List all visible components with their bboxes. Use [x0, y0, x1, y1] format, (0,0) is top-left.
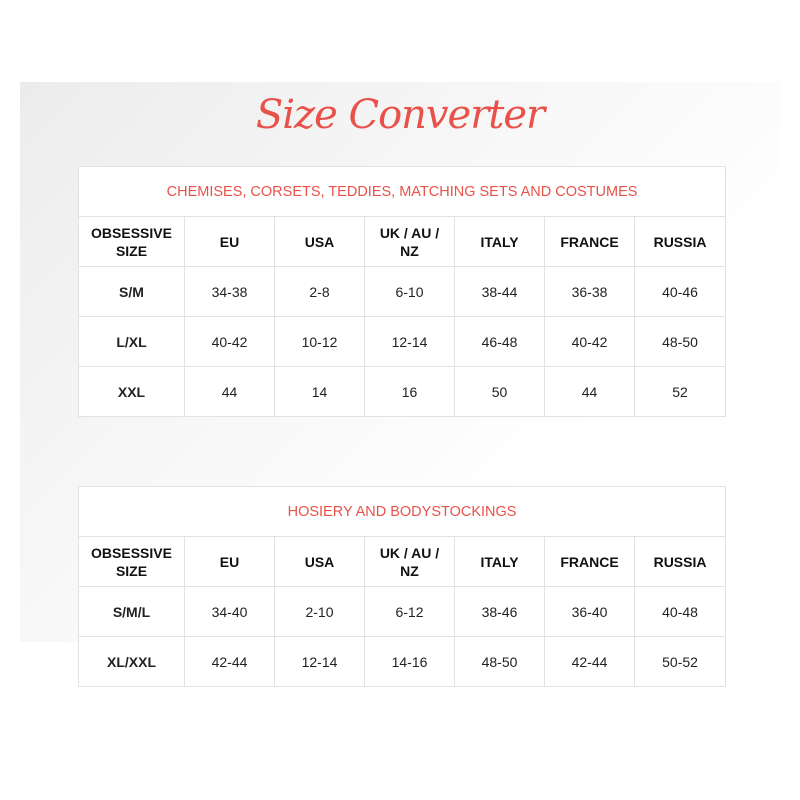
size-value-cell: 40-42 [184, 316, 275, 367]
size-value-cell: 2-8 [274, 266, 365, 317]
size-label-cell: XXL [78, 366, 185, 417]
size-value-cell: 50 [454, 366, 545, 417]
size-value-cell: 40-46 [633, 266, 727, 317]
size-value-cell: 48-50 [633, 316, 727, 367]
header-row: OBSESSIVE SIZE EU USA UK / AU / NZ ITALY FRAN… [78, 536, 727, 587]
size-value-cell: 46-48 [454, 316, 545, 367]
size-value-cell: 52 [633, 366, 727, 417]
size-value-cell: 6-10 [364, 266, 455, 317]
column-header: EU [184, 216, 275, 267]
size-value-cell: 12-14 [364, 316, 455, 367]
size-value-cell: 34-38 [184, 266, 275, 317]
page-title: Size Converter [255, 92, 545, 138]
size-label-cell: S/M [78, 266, 185, 317]
size-label-cell: L/XL [78, 316, 185, 367]
size-value-cell: 44 [184, 366, 275, 417]
size-value-cell: 36-40 [544, 586, 635, 637]
size-value-cell: 14-16 [364, 636, 455, 687]
size-value-cell: 6-12 [364, 586, 455, 637]
size-value-cell: 10-12 [274, 316, 365, 367]
size-label-cell: S/M/L [78, 586, 185, 637]
size-value-cell: 38-44 [454, 266, 545, 317]
column-header: OBSESSIVE SIZE [78, 536, 185, 587]
column-header: ITALY [454, 216, 545, 267]
size-value-cell: 42-44 [544, 636, 635, 687]
size-value-cell: 48-50 [454, 636, 545, 687]
column-header: RUSSIA [633, 536, 727, 587]
size-value-cell: 2-10 [274, 586, 365, 637]
column-header: RUSSIA [633, 216, 727, 267]
table-caption: CHEMISES, CORSETS, TEDDIES, MATCHING SET… [77, 166, 727, 217]
column-header: UK / AU / NZ [364, 216, 455, 267]
table-row: XL/XXL 42-44 12-14 14-16 48-50 42-44 50-52 [78, 636, 727, 687]
header-row: OBSESSIVE SIZE EU USA UK / AU / NZ ITALY FRAN… [78, 216, 727, 267]
table-row: S/M 34-38 2-8 6-10 38-44 36-38 40-46 [78, 266, 727, 317]
size-value-cell: 14 [274, 366, 365, 417]
column-header: ITALY [454, 536, 545, 587]
size-value-cell: 44 [544, 366, 635, 417]
size-value-cell: 38-46 [454, 586, 545, 637]
size-value-cell: 42-44 [184, 636, 275, 687]
table-row: S/M/L 34-40 2-10 6-12 38-46 36-40 40-48 [78, 586, 727, 637]
column-header: OBSESSIVE SIZE [78, 216, 185, 267]
column-header: USA [274, 216, 365, 267]
table-row: XXL 44 14 16 50 44 52 [78, 366, 727, 417]
column-header: FRANCE [544, 216, 635, 267]
size-value-cell: 34-40 [184, 586, 275, 637]
table-row: L/XL 40-42 10-12 12-14 46-48 40-42 48-50 [78, 316, 727, 367]
table-caption: HOSIERY AND BODYSTOCKINGS [77, 486, 727, 537]
size-value-cell: 36-38 [544, 266, 635, 317]
size-label-cell: XL/XXL [78, 636, 185, 687]
column-header: USA [274, 536, 365, 587]
size-value-cell: 40-42 [544, 316, 635, 367]
column-header: FRANCE [544, 536, 635, 587]
size-value-cell: 40-48 [633, 586, 727, 637]
column-header: EU [184, 536, 275, 587]
size-value-cell: 50-52 [633, 636, 727, 687]
column-header: UK / AU / NZ [364, 536, 455, 587]
size-table-lingerie: CHEMISES, CORSETS, TEDDIES, MATCHING SET… [77, 166, 727, 417]
size-value-cell: 16 [364, 366, 455, 417]
size-table-hosiery: HOSIERY AND BODYSTOCKINGS OBSESSIVE SIZE E… [77, 486, 727, 687]
size-value-cell: 12-14 [274, 636, 365, 687]
